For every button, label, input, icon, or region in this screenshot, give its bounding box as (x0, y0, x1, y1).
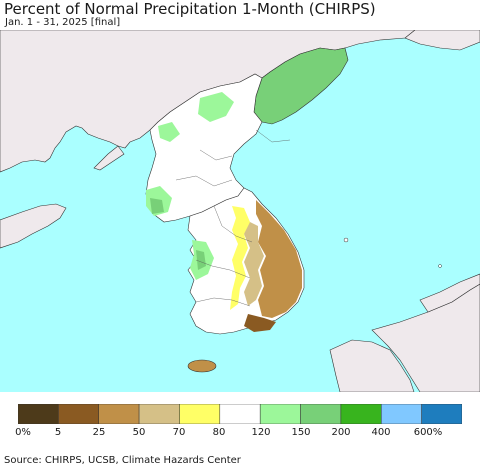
source-credit: Source: CHIRPS, UCSB, Climate Hazards Ce… (4, 455, 241, 466)
legend-swatch (300, 404, 342, 424)
legend-label: 200 (331, 427, 351, 438)
legend-label: 80 (212, 427, 226, 438)
legend-swatch (179, 404, 221, 424)
liaodong-peninsula (93, 145, 125, 171)
sk-tan-east (244, 220, 264, 306)
russia-landmass (404, 30, 480, 51)
japan-kyushu (329, 339, 415, 392)
legend-label: 0% (15, 427, 31, 438)
legend-swatch (138, 404, 180, 424)
nk-green-patch-2 (158, 122, 180, 142)
shandong-peninsula (0, 203, 67, 249)
legend-label: 50 (132, 427, 146, 438)
nk-green-patch-1 (198, 92, 234, 122)
sk-south-brown (244, 314, 276, 332)
legend-swatch (259, 404, 301, 424)
sk-green-west-2 (196, 250, 206, 270)
legend-swatch (18, 404, 59, 424)
legend-label: 25 (92, 427, 106, 438)
precipitation-map (0, 30, 480, 392)
legend-label: 5 (54, 427, 62, 438)
legend-label: 120 (251, 427, 271, 438)
legend-label: 400 (371, 427, 391, 438)
japan-honshu (371, 283, 480, 392)
ulleung-island (343, 237, 349, 243)
legend-swatch (381, 404, 422, 424)
jeju-island (187, 359, 217, 373)
legend-label: 150 (291, 427, 311, 438)
province-boundaries (175, 129, 291, 307)
map-subtitle: Jan. 1 - 31, 2025 [final] (5, 17, 121, 28)
legend-swatch (98, 404, 140, 424)
legend-swatch (58, 404, 99, 424)
dokdo-island (438, 264, 442, 268)
legend-swatch (219, 404, 261, 424)
map-title: Percent of Normal Precipitation 1-Month … (4, 0, 376, 18)
legend-label: 70 (172, 427, 186, 438)
nk-green-patch-4 (150, 198, 164, 214)
legend-colorbar (18, 404, 462, 424)
legend-swatch (340, 404, 382, 424)
japan-north-coast (419, 273, 480, 313)
legend-label: 600% (413, 427, 443, 438)
legend-labels: 0% 5 25 50 70 80 120 150 200 400 600% (0, 427, 480, 441)
sk-yellow-east (230, 206, 250, 310)
legend-swatch (421, 404, 462, 424)
sk-brown-east (256, 200, 302, 318)
